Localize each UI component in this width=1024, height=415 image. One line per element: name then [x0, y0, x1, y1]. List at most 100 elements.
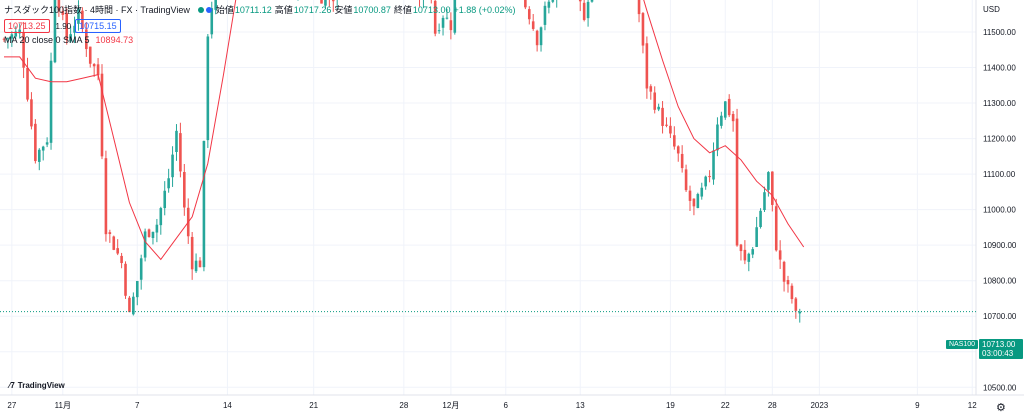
open-label: 始値: [215, 5, 234, 15]
candles: [0, 0, 976, 323]
candle-body: [649, 86, 653, 92]
ma-path: [4, 0, 805, 261]
candle-body: [210, 8, 214, 35]
bid-price-button[interactable]: 10713.25: [4, 19, 50, 33]
time-tick-label: 12: [968, 401, 977, 410]
candle-body: [763, 192, 766, 210]
time-tick-label: 12月: [442, 401, 459, 410]
candle-body: [527, 9, 531, 20]
candle-body: [41, 146, 45, 151]
last-price-value: 10713.00: [982, 340, 1016, 349]
candle-body: [774, 206, 778, 251]
candle-body: [727, 98, 731, 116]
candle-body: [198, 260, 202, 268]
candle-body: [661, 107, 664, 126]
currency-label: USD: [983, 5, 1000, 14]
candle-body: [782, 261, 786, 282]
symbol-title[interactable]: ナスダック100指数 · 4時間 · FX · TradingView: [4, 5, 190, 15]
candle-body: [743, 249, 747, 261]
candle-body: [543, 5, 547, 25]
candle-body: [320, 0, 323, 4]
gear-icon[interactable]: ⚙: [996, 402, 1006, 414]
indicator-legend[interactable]: MA 20 close 0 SMA 5 10894.73: [4, 35, 133, 45]
indicator-value: 10894.73: [95, 35, 134, 45]
candle-body: [790, 285, 794, 300]
brand-text: TradingView: [17, 381, 65, 390]
candle-body: [786, 279, 790, 285]
time-tick-label: 14: [223, 401, 232, 410]
candle-body: [751, 249, 755, 255]
candle-body: [104, 158, 108, 235]
candle-body: [151, 231, 155, 239]
price-tick-label: 11200.00: [983, 135, 1016, 144]
candle-body: [175, 130, 178, 153]
ask-price-button[interactable]: 10715.15: [75, 19, 121, 33]
candle-body: [45, 142, 49, 145]
market-status-icon: [197, 6, 204, 13]
candle-body: [739, 244, 743, 252]
candle-body: [433, 0, 437, 34]
candle-body: [18, 29, 21, 34]
candle-body: [551, 0, 555, 2]
candle-body: [331, 0, 335, 2]
candle-body: [716, 124, 719, 151]
candle-body: [26, 67, 29, 100]
indicator-label[interactable]: MA 20 close 0 SMA 5: [4, 35, 90, 45]
time-tick-label: 2023: [810, 401, 828, 410]
candle-body: [2, 38, 6, 40]
candle-body: [69, 34, 72, 42]
candle-body: [10, 34, 14, 39]
price-tick-label: 11500.00: [983, 28, 1016, 37]
candle-body: [116, 248, 119, 254]
candle-body: [30, 99, 33, 127]
candle-body: [206, 36, 210, 141]
candle-body: [128, 297, 131, 313]
candle-body: [680, 153, 684, 169]
candle-body: [112, 236, 116, 250]
symbol-tag: NAS100: [946, 340, 979, 349]
candle-body: [92, 64, 96, 67]
price-tick-label: 10500.00: [983, 383, 1017, 392]
price-tick-label: 11100.00: [983, 170, 1016, 179]
candle-body: [437, 30, 441, 32]
low-value: 10700.87: [353, 4, 391, 15]
price-tick-label: 11300.00: [983, 99, 1016, 108]
price-tick-label: 10700.00: [983, 312, 1017, 321]
candle-body: [771, 171, 774, 205]
bar-countdown: 03:00:43: [982, 349, 1014, 358]
candle-body: [798, 311, 802, 314]
candle-body: [669, 125, 672, 134]
candle-body: [171, 154, 174, 178]
candle-body: [441, 17, 445, 28]
candle-body: [708, 175, 711, 178]
candle-body: [167, 178, 170, 189]
last-price-label: 10713.00 03:00:43: [979, 339, 1023, 359]
tradingview-logo-icon: ⁄7: [9, 381, 15, 390]
open-value: 10711.12: [234, 4, 272, 15]
candle-body: [124, 263, 127, 296]
candle-body: [453, 0, 457, 33]
candle-body: [183, 171, 186, 208]
high-value: 10717.26: [293, 4, 332, 15]
candle-body: [179, 133, 182, 172]
candle-body: [712, 150, 715, 180]
candle-body: [778, 250, 782, 260]
candle-body: [449, 20, 453, 31]
close-value: 10713.00: [412, 4, 451, 15]
low-label: 安値: [334, 5, 353, 15]
time-tick-label: 7: [135, 401, 140, 410]
candle-body: [57, 0, 61, 11]
candle-body: [641, 13, 645, 46]
candle-body: [767, 172, 770, 190]
price-tick-label: 11400.00: [983, 64, 1016, 73]
high-label: 高値: [274, 5, 293, 15]
candle-body: [120, 255, 123, 264]
candle-body: [100, 73, 104, 157]
candle-body: [34, 123, 37, 162]
candle-body: [132, 296, 135, 315]
tradingview-logo[interactable]: ⁄7 TradingView: [9, 381, 65, 390]
candle-body: [88, 46, 92, 64]
candle-body: [6, 38, 10, 40]
candle-body: [61, 10, 65, 15]
